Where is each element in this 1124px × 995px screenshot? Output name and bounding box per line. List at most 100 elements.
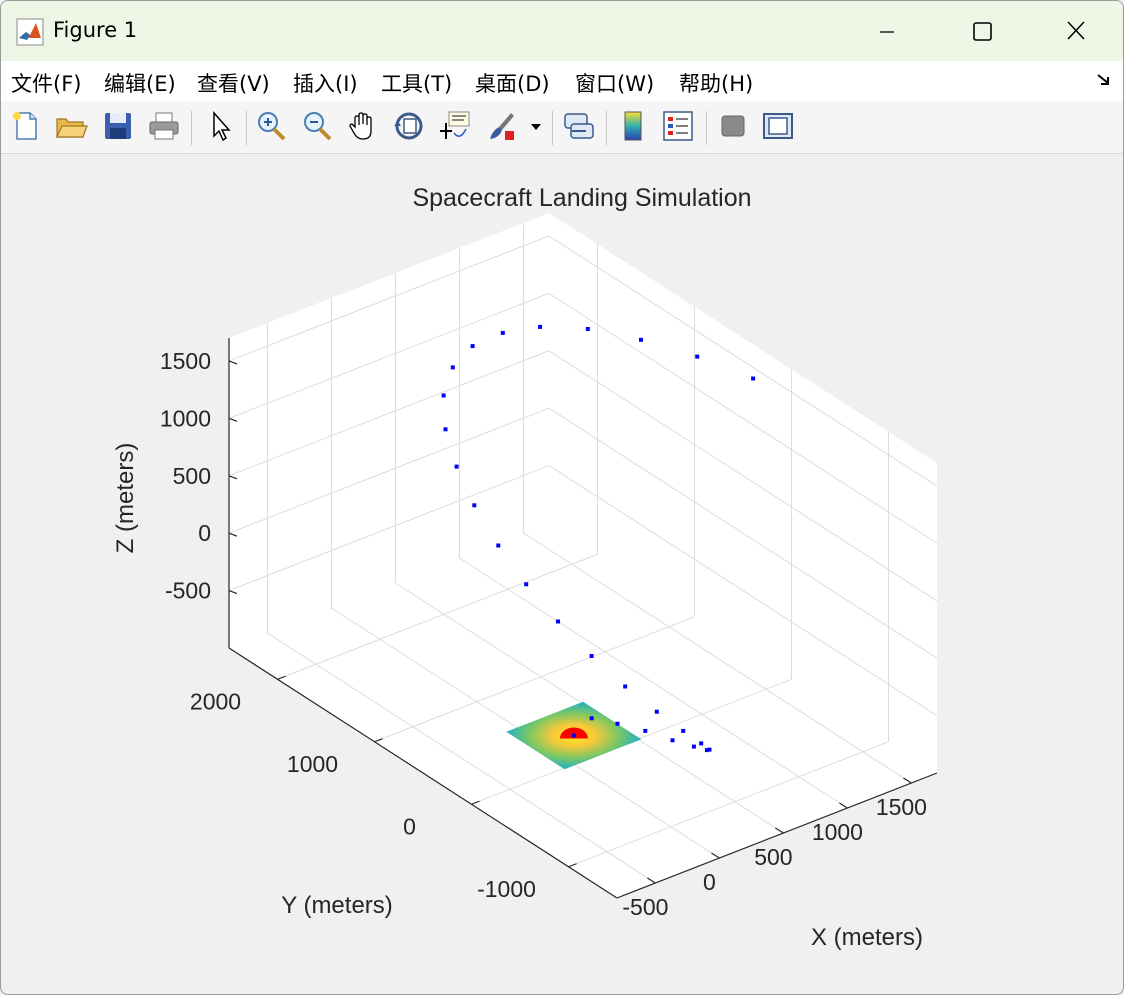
menu-help[interactable]: 帮助(H): [679, 72, 754, 96]
x-tick-label: 1500: [876, 794, 927, 820]
z-tick: [228, 417, 238, 422]
print-icon[interactable]: [147, 109, 181, 143]
chart-title: Spacecraft Landing Simulation: [412, 184, 751, 212]
grid-line-z: [228, 350, 550, 477]
menu-tools[interactable]: 工具(T): [381, 72, 453, 96]
trajectory-point: [538, 324, 543, 329]
title-bar: Figure 1: [1, 1, 1123, 61]
x-axis-label: X (meters): [811, 924, 923, 951]
dock-arrow-icon[interactable]: [1095, 71, 1113, 89]
trajectory-point: [450, 365, 455, 370]
hide-plot-tools-icon[interactable]: [716, 109, 750, 143]
link-plot-icon[interactable]: [562, 109, 596, 143]
x-tick: [839, 802, 848, 809]
grid-line-z: [228, 465, 550, 592]
trajectory-point: [654, 709, 659, 714]
x-axis-line: [616, 772, 938, 899]
z-tick: [228, 475, 238, 480]
trajectory-point: [556, 619, 560, 624]
landing-target-marker: [559, 727, 588, 739]
trajectory-point: [585, 327, 590, 331]
show-plot-tools-icon[interactable]: [761, 109, 795, 143]
y-tick-label: 1000: [287, 751, 338, 777]
menu-edit[interactable]: 编辑(E): [104, 72, 176, 96]
trajectory-point: [470, 344, 475, 349]
grid-line-z: [548, 350, 938, 602]
data-cursor-icon[interactable]: [438, 109, 472, 143]
trajectory-point: [691, 744, 696, 749]
edit-plot-icon[interactable]: [204, 109, 238, 143]
y-tick: [568, 863, 577, 868]
grid-line-x: [523, 532, 912, 784]
trajectory-point: [670, 738, 675, 743]
back-wall-left: [229, 213, 549, 648]
z-tick-label: 0: [198, 520, 211, 546]
open-file-icon[interactable]: [54, 109, 88, 143]
save-icon[interactable]: [101, 109, 135, 143]
trajectory-point: [571, 733, 576, 738]
grid-line-z: [548, 465, 938, 717]
grid-line-y: [374, 616, 695, 743]
trajectory-point: [524, 582, 529, 587]
trajectory-point: [695, 354, 700, 359]
y-axis-label: Y (meters): [281, 892, 393, 919]
trajectory-point: [472, 503, 477, 508]
axis-lines: [228, 338, 938, 899]
minimize-button[interactable]: [863, 13, 909, 49]
x-tick: [711, 852, 720, 859]
z-axis-label: Z (meters): [112, 443, 139, 554]
grid-line-z: [228, 292, 550, 419]
z-tick-label: -500: [165, 578, 211, 604]
trajectory-point: [589, 654, 594, 658]
grid-line-z: [548, 407, 938, 659]
x-tick: [775, 827, 784, 834]
trajectory-point: [454, 464, 459, 469]
maximize-button[interactable]: [959, 13, 1005, 49]
trajectory-point: [707, 747, 712, 752]
x-tick-label: 1000: [812, 819, 863, 845]
pan-icon[interactable]: [346, 109, 380, 143]
z-tick: [228, 590, 238, 595]
grid-line-z: [228, 235, 550, 362]
colorbar-icon[interactable]: [616, 109, 650, 143]
y-tick: [374, 738, 383, 743]
trajectory-point: [589, 716, 594, 721]
trajectory-point: [441, 393, 446, 398]
z-tick-label: 500: [173, 463, 211, 489]
trajectory-point: [751, 376, 756, 381]
grid-line-z: [228, 407, 550, 534]
y-tick: [471, 800, 480, 805]
figure-canvas[interactable]: -500 0 500 1000 1500 -1000 0 1000 2000 -500 0 500 10…: [1, 154, 1123, 994]
y-tick-label: 0: [403, 813, 416, 839]
close-button[interactable]: [1053, 13, 1099, 49]
grid-line-y: [568, 741, 889, 868]
menu-insert[interactable]: 插入(I): [293, 72, 358, 96]
y-tick-label: 2000: [190, 688, 241, 714]
legend-icon[interactable]: [661, 109, 695, 143]
trajectory-point: [639, 337, 643, 342]
z-tick: [228, 532, 238, 537]
zoom-in-icon[interactable]: [254, 109, 288, 143]
trajectory-point: [615, 721, 620, 726]
new-figure-icon[interactable]: [9, 109, 43, 143]
trajectory-point: [623, 684, 628, 689]
menu-file[interactable]: 文件(F): [11, 72, 82, 96]
trajectory-point: [643, 728, 648, 733]
menu-window[interactable]: 窗口(W): [575, 72, 655, 96]
x-tick-label: 500: [754, 844, 792, 870]
tick-labels: -500 0 500 1000 1500 -1000 0 1000 2000 -500 0 500 10…: [160, 348, 927, 920]
axes-3d[interactable]: -500 0 500 1000 1500 -1000 0 1000 2000 -500 0 500 10…: [160, 213, 938, 920]
trajectory-points-above: [441, 324, 756, 753]
menu-view[interactable]: 查看(V): [197, 72, 270, 96]
matlab-icon: [16, 18, 44, 46]
brush-icon[interactable]: [485, 109, 519, 143]
zoom-out-icon[interactable]: [300, 109, 334, 143]
z-tick: [228, 360, 238, 365]
x-tick-label: 0: [703, 869, 716, 895]
menu-bar: 文件(F) 编辑(E) 查看(V) 插入(I) 工具(T) 桌面(D) 窗口(W…: [1, 61, 1123, 101]
rotate-3d-icon[interactable]: [392, 109, 426, 143]
chevron-down-icon[interactable]: [527, 109, 545, 143]
menu-desktop[interactable]: 桌面(D): [475, 72, 550, 96]
grid-line-x: [267, 632, 656, 884]
